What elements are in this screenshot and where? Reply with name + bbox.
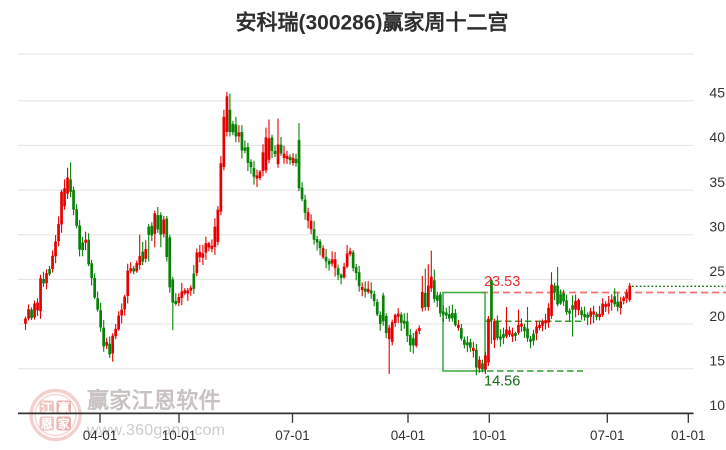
svg-text:10-01: 10-01 — [472, 428, 507, 443]
svg-text:07-01: 07-01 — [275, 428, 310, 443]
svg-text:www.360gann.com: www.360gann.com — [86, 422, 225, 439]
svg-text:家: 家 — [58, 416, 71, 431]
svg-text:20: 20 — [709, 308, 725, 324]
svg-text:恩: 恩 — [41, 416, 53, 431]
svg-text:04-01: 04-01 — [83, 428, 118, 443]
svg-text:14.56: 14.56 — [484, 374, 520, 390]
svg-text:30: 30 — [709, 219, 725, 235]
svg-text:04-01: 04-01 — [391, 428, 426, 443]
svg-text:15: 15 — [709, 353, 725, 369]
svg-text:23.53: 23.53 — [484, 274, 520, 290]
svg-text:江: 江 — [41, 400, 53, 415]
svg-text:安科瑞(300286)赢家周十二宫: 安科瑞(300286)赢家周十二宫 — [235, 11, 508, 35]
svg-text:赢家江恩软件: 赢家江恩软件 — [87, 388, 221, 413]
svg-text:35: 35 — [709, 174, 725, 190]
svg-text:25: 25 — [709, 263, 725, 279]
svg-text:10-01: 10-01 — [162, 428, 197, 443]
svg-text:07-01: 07-01 — [590, 428, 625, 443]
svg-text:赢: 赢 — [58, 400, 70, 415]
svg-text:45: 45 — [709, 85, 725, 101]
svg-text:10: 10 — [709, 397, 725, 413]
svg-text:40: 40 — [709, 129, 725, 145]
svg-text:01-01: 01-01 — [671, 428, 706, 443]
